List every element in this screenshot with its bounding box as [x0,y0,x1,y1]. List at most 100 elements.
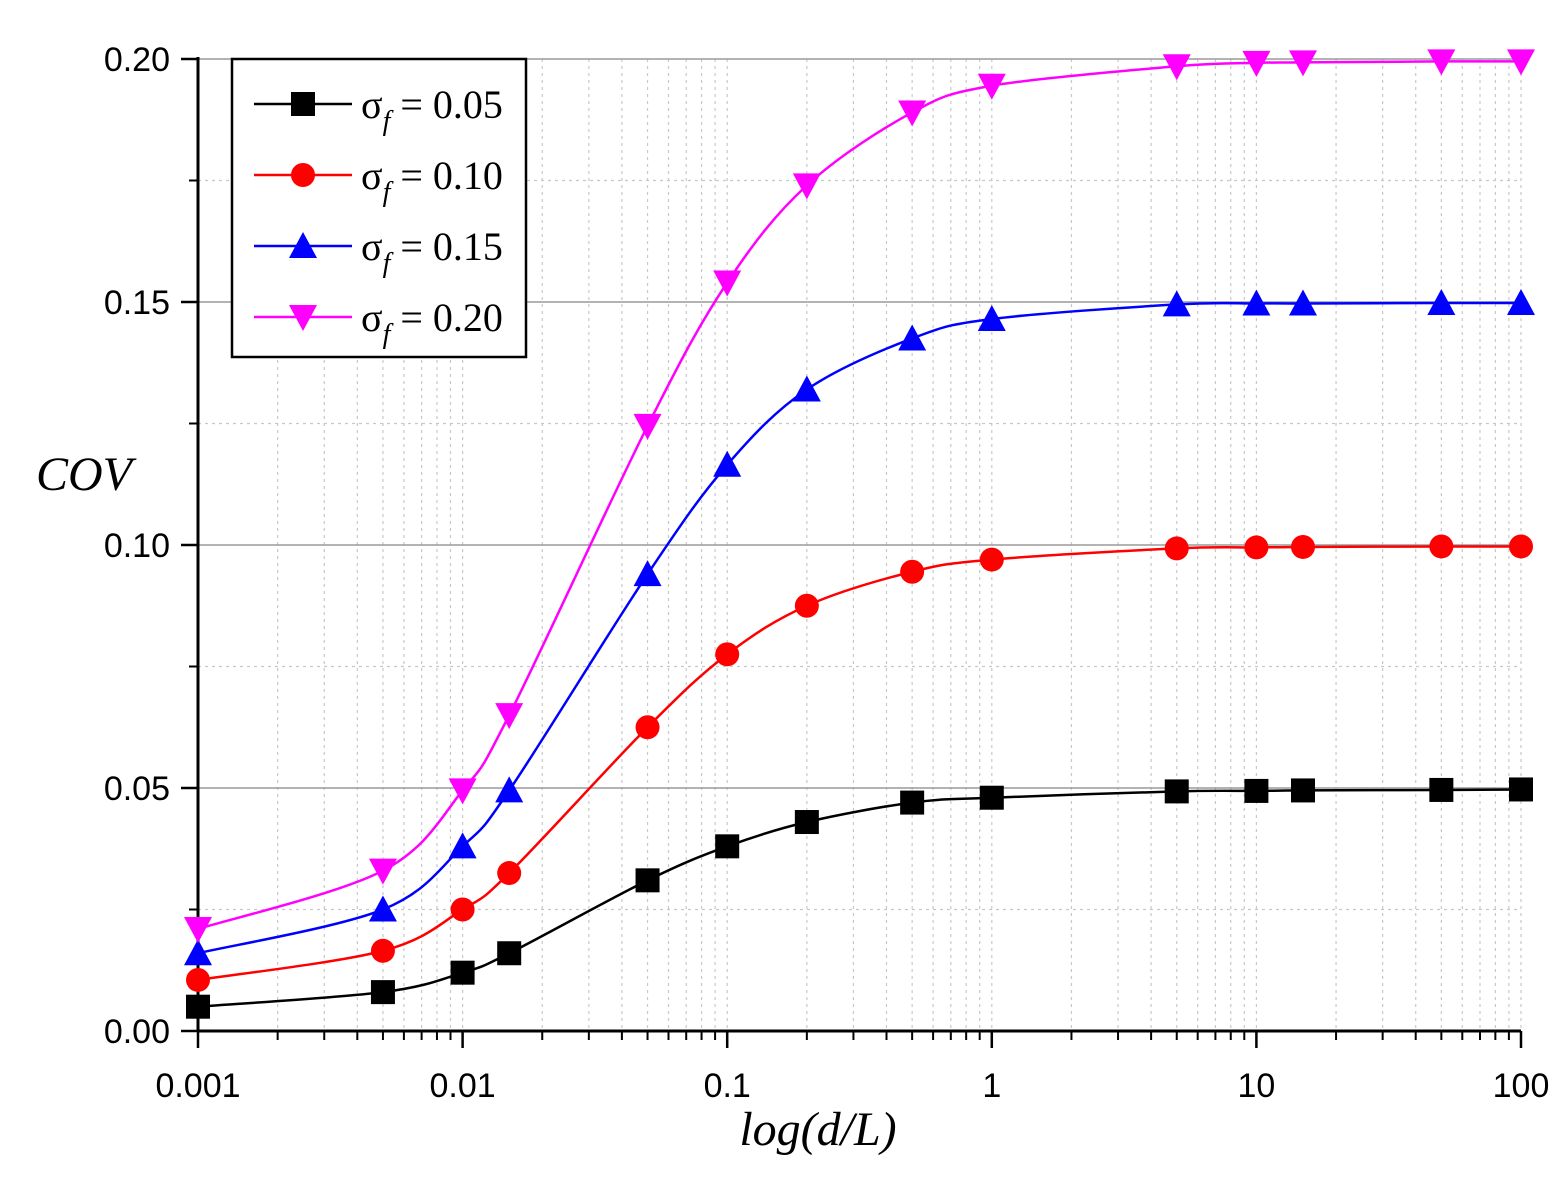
data-point [1290,534,1315,559]
data-point [979,547,1004,572]
data-point [370,938,395,963]
data-point [1162,54,1191,81]
data-point [794,810,819,835]
data-point [1509,777,1533,802]
data-point [184,916,212,943]
legend-label: σf = 0.05 [361,82,503,137]
legend-item: σf = 0.05 [254,82,503,137]
series-line [197,301,1522,955]
legend-subscript: f [383,248,394,279]
data-point [977,305,1006,332]
y-tick-label: 0.05 [104,770,170,808]
data-point [713,450,742,477]
y-tick-label: 0.00 [104,1013,170,1051]
data-point [898,324,927,351]
x-tick-label: 0.001 [155,1067,240,1105]
data-point [448,778,477,805]
legend-marker [289,305,317,331]
data-point [794,593,819,618]
data-point [186,994,210,1019]
legend-marker [291,163,315,187]
series-group [186,777,1533,1019]
data-point [497,941,522,966]
legend-label: σf = 0.15 [361,224,503,279]
data-point [713,270,742,297]
legend-marker [291,92,315,116]
legend-subscript: f [383,319,394,350]
legend-symbol: σ [361,153,383,198]
legend-marker [289,232,317,258]
data-point [1509,534,1533,559]
data-point [1427,288,1456,315]
data-point [495,703,524,730]
legend-box [230,57,528,359]
data-point [979,785,1004,810]
data-point [792,375,821,402]
legend-subscript: f [383,106,394,137]
legend-item: σf = 0.15 [254,224,503,279]
y-axis-title: COV [36,448,137,501]
x-tick-label: 0.01 [430,1067,496,1105]
legend-value: = 0.20 [390,295,503,340]
data-point [1164,536,1189,561]
data-point [368,895,397,922]
data-point [1244,535,1269,560]
data-point [1244,778,1269,803]
data-point [633,413,662,440]
x-tick-label: 10 [1237,1067,1275,1105]
legend-subscript: f [383,177,394,208]
data-point [633,560,662,587]
data-point [635,868,660,893]
x-tick-label: 100 [1493,1067,1550,1105]
data-point [900,790,925,815]
y-tick-label: 0.20 [104,41,170,79]
legend-item: σf = 0.20 [254,295,503,350]
data-point [497,861,522,886]
data-point [1427,49,1456,76]
data-point [1507,49,1535,76]
series-group [184,49,1535,943]
data-point [1164,779,1189,804]
data-point [495,776,524,803]
data-point [450,897,475,922]
series-layer [184,49,1535,1019]
data-point [1162,290,1191,317]
data-point [898,100,927,127]
legend-label: σf = 0.10 [361,153,503,208]
data-point [792,173,821,200]
data-point [186,967,210,992]
data-point [715,834,740,859]
series-group [184,288,1535,966]
data-point [1242,289,1271,316]
data-point [368,858,397,885]
data-point [1429,534,1454,559]
data-point [184,939,212,966]
grid-layer [197,58,1522,1031]
y-tick-label: 0.15 [104,284,170,322]
data-point [1429,777,1454,802]
series-group [186,534,1533,992]
legend-symbol: σ [361,224,383,269]
data-point [1288,50,1317,77]
legend-symbol: σ [361,82,383,127]
x-tick-label: 0.1 [704,1067,751,1105]
legend-item: σf = 0.10 [254,153,503,208]
legend-value: = 0.05 [390,82,503,127]
data-point [450,960,475,985]
data-point [1290,778,1315,803]
x-axis-title: log(d/L) [739,1103,896,1156]
x-tick-label: 1 [982,1067,1001,1105]
legend-value: = 0.15 [390,224,503,269]
data-point [448,832,477,859]
data-point [635,715,660,740]
data-point [370,980,395,1005]
legend-symbol: σ [361,295,383,340]
data-point [1242,50,1271,77]
data-point [715,642,740,667]
data-point [1288,289,1317,316]
data-point [977,73,1006,100]
series-line [197,788,1522,1008]
